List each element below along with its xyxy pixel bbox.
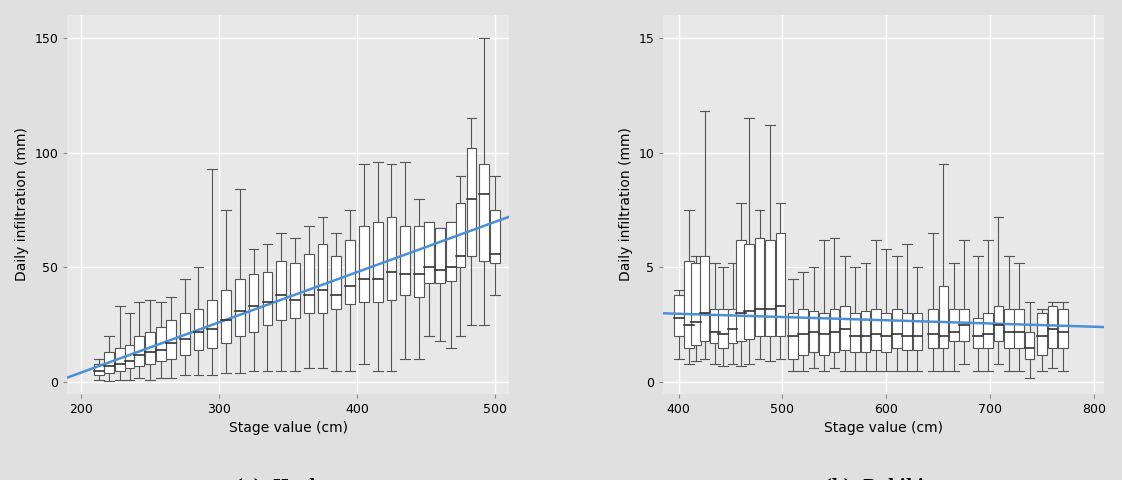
Bar (799, 309, 808, 355)
Bar (744, 244, 754, 338)
Bar (788, 313, 798, 359)
Bar (765, 240, 775, 336)
Bar (700, 256, 709, 341)
Bar (850, 313, 859, 352)
Bar (318, 244, 328, 313)
Bar (401, 226, 411, 295)
Bar (331, 256, 341, 309)
Bar (892, 309, 901, 348)
Bar (359, 226, 369, 302)
Bar (882, 313, 891, 352)
Bar (291, 263, 300, 318)
Bar (1024, 332, 1034, 359)
Bar (94, 364, 104, 375)
Bar (1058, 309, 1068, 348)
Bar (691, 263, 701, 346)
Bar (840, 306, 849, 350)
Bar (249, 274, 258, 332)
Bar (684, 261, 693, 348)
X-axis label: Stage value (cm): Stage value (cm) (229, 421, 348, 435)
Bar (135, 336, 144, 366)
Bar (959, 309, 969, 341)
Bar (1048, 306, 1057, 348)
Bar (1004, 309, 1013, 348)
Bar (104, 352, 113, 373)
Bar (928, 309, 938, 348)
Text: (b)  Dekikira: (b) Dekikira (824, 477, 944, 480)
Bar (983, 313, 993, 348)
Bar (166, 320, 176, 359)
Bar (208, 300, 217, 348)
Bar (829, 309, 839, 352)
Bar (456, 203, 466, 267)
Bar (674, 295, 683, 336)
Bar (146, 332, 155, 364)
Bar (114, 348, 125, 371)
Bar (414, 226, 424, 297)
Bar (912, 313, 922, 350)
Bar (304, 253, 313, 313)
Bar (467, 148, 477, 256)
Bar (809, 311, 818, 352)
Bar (234, 279, 245, 336)
Bar (263, 272, 273, 325)
Bar (949, 309, 958, 341)
Bar (994, 306, 1003, 341)
Bar (755, 238, 764, 336)
Bar (346, 240, 355, 304)
Bar (435, 228, 444, 284)
Bar (819, 313, 829, 355)
Bar (125, 346, 135, 368)
Text: (a)  Hoshas: (a) Hoshas (234, 477, 341, 480)
Bar (728, 309, 737, 343)
Bar (424, 221, 433, 284)
Bar (490, 210, 499, 263)
Bar (194, 309, 203, 350)
Bar (710, 309, 720, 343)
Bar (718, 309, 728, 348)
Bar (221, 290, 231, 343)
Bar (479, 164, 489, 261)
Bar (861, 311, 871, 352)
Bar (1014, 309, 1024, 348)
Bar (736, 240, 746, 341)
Bar (902, 313, 912, 350)
Y-axis label: Daily infiltration (mm): Daily infiltration (mm) (15, 127, 29, 281)
Bar (973, 318, 983, 348)
Bar (373, 221, 383, 302)
X-axis label: Stage value (cm): Stage value (cm) (825, 421, 944, 435)
Bar (871, 309, 881, 350)
Bar (276, 261, 286, 320)
Y-axis label: Daily infiltration (mm): Daily infiltration (mm) (618, 127, 633, 281)
Bar (156, 327, 166, 361)
Bar (1037, 313, 1047, 355)
Bar (445, 221, 456, 281)
Bar (180, 313, 190, 355)
Bar (938, 286, 948, 348)
Bar (387, 217, 396, 300)
Bar (775, 233, 785, 336)
